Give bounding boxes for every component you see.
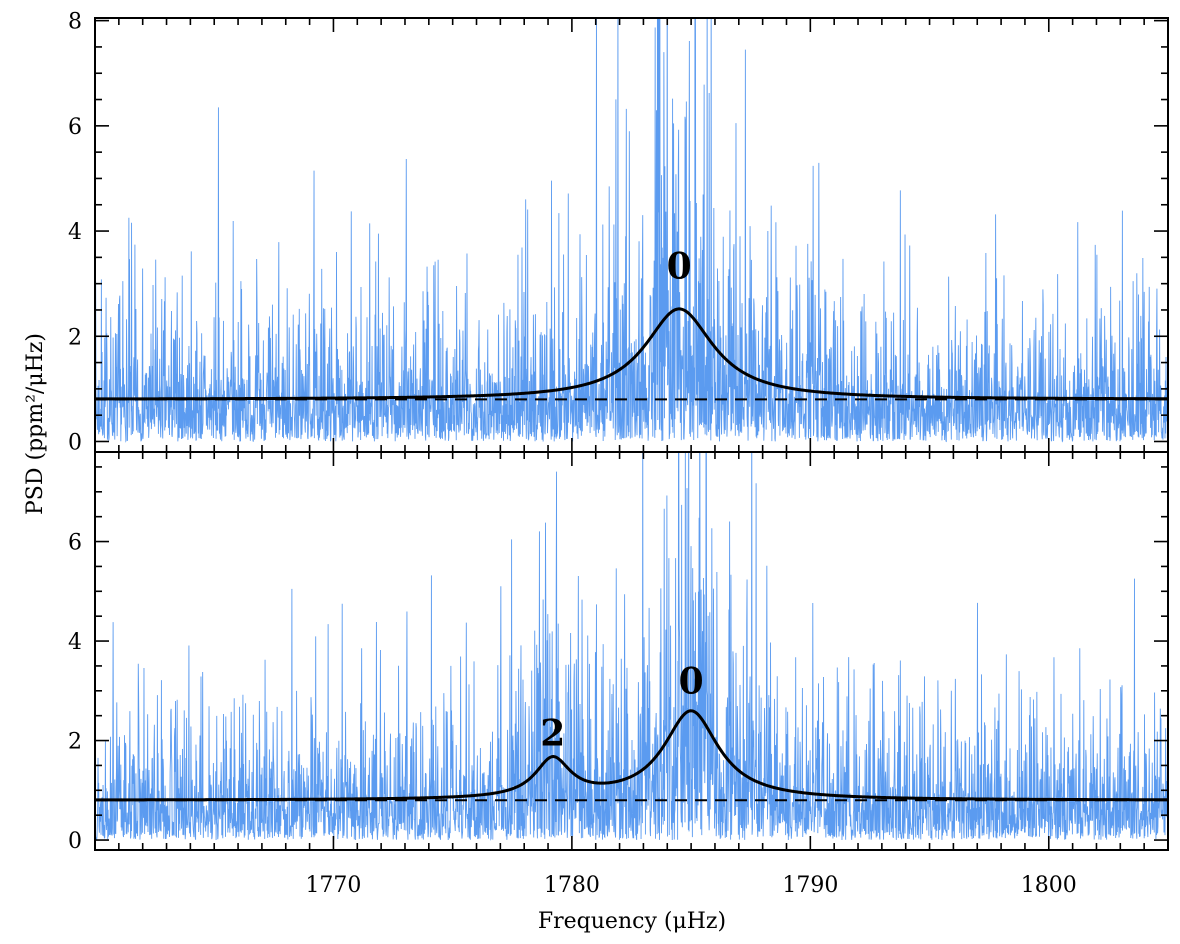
top-power-spectrum [95,18,1168,443]
top-y-tick-label: 8 [68,10,82,35]
y-axis-title: PSD (ppm²/μHz) [23,333,48,515]
bottom-fit-group [95,709,1168,802]
bottom-power-spectrum [95,452,1168,841]
x-tick-label: 1770 [305,873,361,898]
top-mode-label-0: 0 [667,245,692,287]
top-y-tick-label: 6 [68,115,82,140]
bottom-y-tick-label: 4 [68,630,82,655]
top-annotations: 0 [667,245,692,287]
bottom-plot-frame [94,451,1169,851]
top-y-tick-label: 2 [68,325,82,350]
bottom-fit-curve [95,709,1168,802]
bottom-y-tick-label: 2 [68,730,82,755]
bottom-spectrum-group [95,452,1168,841]
x-tick-label: 1790 [782,873,838,898]
top-panel: 0 2 4 6 8 0 [68,10,1169,455]
bottom-y-tick-label: 0 [68,829,82,854]
bottom-annotations: 20 [540,660,703,754]
top-fit-group [95,307,1168,401]
top-fit-curve [95,307,1168,401]
top-y-tick-label: 0 [68,430,82,455]
bottom-axes: 0 2 4 6 [68,451,1169,854]
x-tick-label: 1780 [544,873,600,898]
x-axis-title: Frequency (μHz) [538,909,726,934]
top-y-tick-label: 4 [68,220,82,245]
top-spectrum-group [95,18,1168,443]
bottom-y-tick-label: 6 [68,531,82,556]
x-tick-label: 1800 [1021,873,1077,898]
bottom-mode-label-2: 2 [540,713,565,755]
x-tick-labels: 1770 1780 1790 1800 [305,873,1076,898]
bottom-mode-label-0: 0 [679,660,704,702]
